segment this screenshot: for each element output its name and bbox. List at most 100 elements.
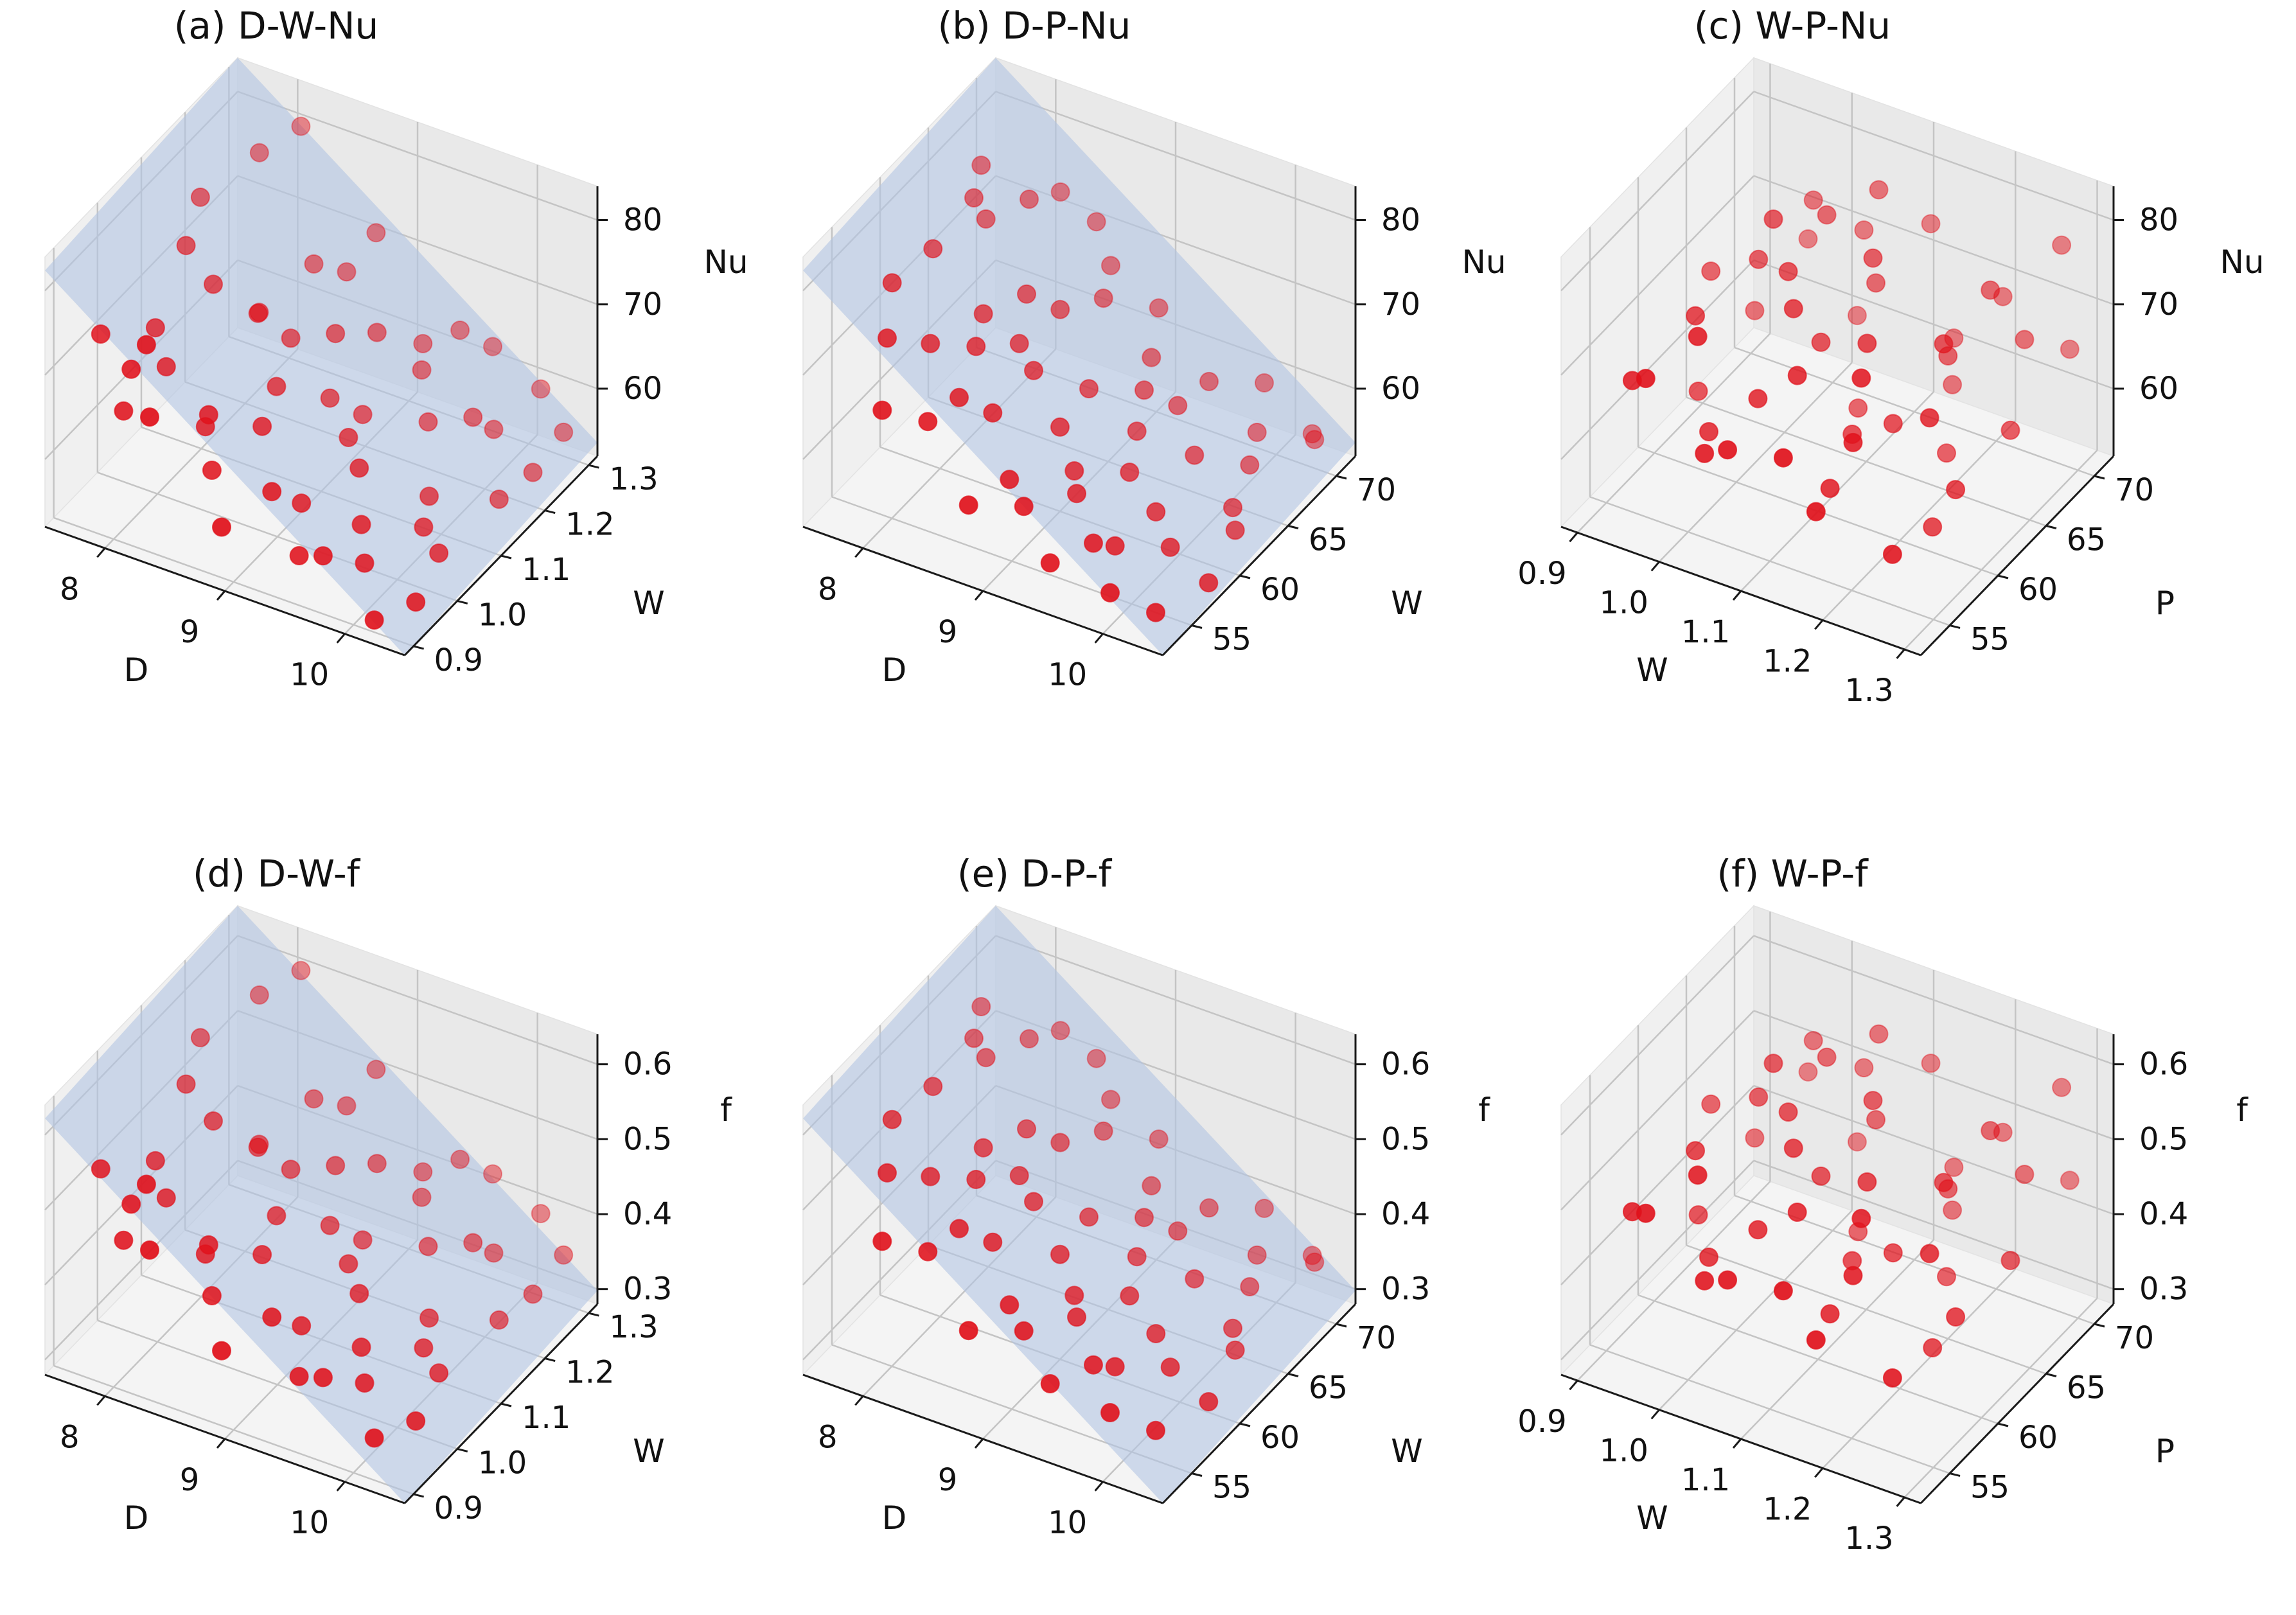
data-point [1120,1286,1140,1306]
z-axis-label: Nu [1461,243,1506,281]
data-point [249,143,269,163]
data-point [1225,520,1245,540]
data-point [1064,461,1084,481]
y-tick-label: 65 [1309,1370,1348,1406]
data-point [2015,330,2035,349]
data-point [1093,288,1113,308]
data-point [1937,1267,1956,1287]
data-point [1064,1285,1084,1305]
data-point [114,1230,134,1250]
y-tick-label: 65 [1309,522,1348,558]
x-tick-label: 9 [180,1462,200,1498]
data-point [176,1074,196,1094]
data-point [304,1089,324,1109]
data-point [1050,1021,1070,1041]
x-tick [974,590,984,601]
data-point [1943,1200,1963,1220]
z-tick-label: 60 [2139,371,2178,407]
y-tick-label: 70 [1357,472,1396,508]
data-point [1149,298,1169,318]
x-tick [1094,633,1104,644]
data-point [1079,379,1099,399]
axes [44,1034,608,1505]
axes [802,186,1366,657]
data-point [1050,417,1070,437]
data-point [351,515,371,534]
data-point [483,337,502,357]
data-point [91,1159,110,1179]
data-point [1040,1374,1060,1393]
data-point [976,1048,996,1068]
data-point [1255,373,1274,393]
z-tick-label: 70 [2139,287,2178,322]
data-point [523,1284,543,1304]
data-point [973,1138,993,1158]
data-point [267,1206,287,1226]
grid-z-left [1560,1085,1754,1285]
data-point [1847,1132,1867,1152]
data-point [367,1154,387,1174]
grid-y-floor [1638,1294,1999,1425]
x-axis-label: D [882,651,907,689]
data-point [1247,1245,1267,1265]
z-tick-label: 0.3 [623,1271,672,1307]
data-point [450,321,470,340]
x-tick-label: 1.2 [1763,1491,1812,1527]
data-point [1199,573,1219,593]
data-point [1863,248,1883,268]
data-point [364,610,384,630]
data-point [140,1240,159,1260]
data-point [145,318,165,338]
y-tick [588,1312,599,1317]
data-point [1798,1062,1818,1082]
data-point [1883,1243,1903,1263]
data-point [292,493,312,513]
data-point [429,1363,449,1383]
y-tick [544,1357,556,1363]
z-tick-label: 60 [623,371,662,407]
data-point [918,1242,938,1262]
data-point [1787,366,1807,385]
grid-y-floor [1589,1344,1950,1474]
y-tick-label: 1.2 [565,507,614,543]
data-point [313,546,333,566]
data-point [1024,1192,1043,1212]
y-axis-label: P [2155,585,2175,622]
data-point [1943,375,1963,394]
y-tick-label: 60 [2018,572,2058,608]
data-point [484,419,504,439]
data-point [349,1284,369,1303]
y-tick-label: 55 [1970,1470,2009,1506]
grid-z-back [995,91,1356,221]
x-axis-label: W [1636,1499,1668,1537]
data-point [1798,229,1818,249]
data-point [1142,1176,1161,1196]
data-point [1199,371,1219,391]
y-tick [1239,1422,1251,1427]
panel-a: 8 9 10 0.9 1.0 1.1 1.2 1.3 60 70 80 D W Nu (a) D-W-Nu [44,4,748,693]
axes [1560,186,2124,659]
grid-x-floor [1822,420,2017,621]
x-tick-label: 8 [60,571,80,607]
x-axis-label: D [124,651,149,689]
data-point [1014,497,1034,516]
y-tick-label: 60 [1260,1420,1300,1456]
data-point [923,239,943,259]
data-point [1020,190,1039,209]
grid-z-left [1560,935,1754,1136]
points [91,116,574,630]
grid-z-left [1560,1160,1754,1361]
y-tick-label: 1.1 [522,1400,570,1436]
y-tick [2094,475,2105,480]
data-point [2060,1170,2080,1190]
data-point [1763,1054,1783,1073]
data-point [1851,1208,1871,1228]
data-point [1084,533,1103,553]
data-point [414,1338,434,1358]
data-point [291,116,311,136]
data-point [267,376,287,396]
data-point [976,209,996,229]
y-tick-label: 1.0 [478,597,527,633]
